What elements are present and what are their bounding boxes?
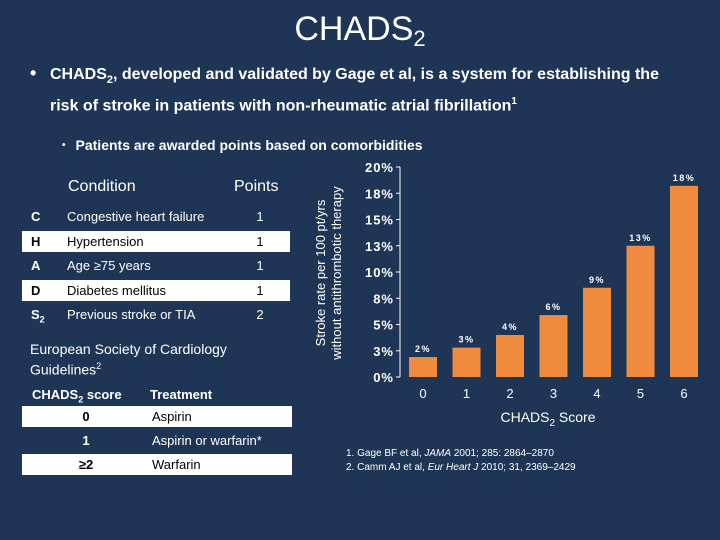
- row-letter: C: [31, 209, 41, 224]
- y-tick-label: 3%: [373, 344, 394, 359]
- bar-value-label: 2%: [415, 344, 431, 354]
- table-row: C Congestive heart failure 1: [22, 206, 290, 227]
- y-tick-label: 15%: [365, 213, 394, 228]
- y-tick-label: 18%: [365, 186, 394, 201]
- esc-guidelines-heading: European Society of Cardiology Guideline…: [30, 341, 227, 378]
- row-score: 0: [82, 409, 90, 424]
- row-treatment: Aspirin or warfarin*: [152, 433, 262, 448]
- x-tick-label: 4: [593, 386, 600, 401]
- y-tick-label: 20%: [365, 160, 394, 175]
- row-letter: D: [31, 282, 41, 298]
- row-treatment: Warfarin: [152, 457, 201, 472]
- y-tick-label: 13%: [365, 239, 394, 254]
- row-score: ≥2: [78, 457, 94, 472]
- row-score: 1: [82, 433, 90, 448]
- row-condition: Hypertension: [67, 233, 144, 249]
- y-tick-label: 8%: [373, 291, 394, 306]
- sub-bullet-points: • Patients are awarded points based on co…: [62, 137, 423, 153]
- treatment-table: CHADS2 score Treatment 0 Aspirin 1 Aspir…: [22, 384, 292, 478]
- y-axis-label-line2: without antithrombotic therapy: [329, 186, 344, 361]
- row-condition: Age ≥75 years: [67, 258, 151, 273]
- x-tick-label: 0: [419, 386, 426, 401]
- bar-value-label: 3%: [458, 335, 474, 345]
- x-tick-label: 5: [637, 386, 644, 401]
- x-tick-label: 6: [680, 386, 687, 401]
- x-axis-label: CHADS2 Score: [500, 409, 595, 429]
- bar: [583, 287, 611, 377]
- bar: [539, 315, 568, 377]
- x-tick-label: 1: [463, 386, 470, 401]
- row-condition: Previous stroke or TIA: [67, 307, 196, 322]
- bar-value-label: 4%: [502, 322, 518, 332]
- bar-value-label: 18%: [673, 173, 696, 183]
- table-row: S2 Previous stroke or TIA 2: [22, 304, 290, 325]
- row-points: 1: [256, 209, 264, 224]
- y-tick-label: 5%: [373, 318, 394, 333]
- y-tick-label: 0%: [373, 370, 394, 385]
- reference-1: 1. Gage BF et al, JAMA 2001; 285: 2864–2…: [346, 448, 554, 459]
- x-tick-label: 3: [550, 386, 557, 401]
- bullet-dot: •: [30, 63, 37, 83]
- row-points: 1: [256, 258, 264, 273]
- x-tick-label: 2: [506, 386, 513, 401]
- bullet-text: CHADS2, developed and validated by Gage …: [50, 66, 659, 115]
- table-row: H Hypertension 1: [22, 230, 290, 252]
- bar-value-label: 6%: [545, 302, 561, 312]
- row-treatment: Aspirin: [152, 409, 192, 424]
- bar: [452, 347, 481, 377]
- y-axis-label-line1: Stroke rate per 100 pt/yrs: [313, 199, 328, 346]
- stroke-rate-bar-chart: 0% 3% 5% 8% 10% 13% 15% 18% 20% 2% 0 3% 1 4% 2 6% 3 9% 4 13…: [313, 160, 698, 429]
- reference-2: 2. Camm AJ et al, Eur Heart J 2010; 31, …: [346, 462, 576, 473]
- bar: [409, 357, 437, 377]
- condition-table: Condition Points C Congestive heart fail…: [22, 168, 290, 329]
- table-row: 0 Aspirin: [22, 406, 292, 427]
- row-letter: H: [31, 233, 41, 249]
- y-tick-label: 10%: [365, 265, 394, 280]
- header-score: CHADS2 score: [32, 387, 122, 405]
- row-condition: Diabetes mellitus: [67, 282, 166, 298]
- header-points: Points: [234, 178, 279, 195]
- condition-table-header: Condition Points: [22, 168, 290, 206]
- row-condition: Congestive heart failure: [67, 209, 205, 224]
- bar-value-label: 9%: [589, 275, 605, 285]
- bar: [670, 185, 698, 377]
- sub-bullet-text: Patients are awarded points based on com…: [75, 137, 423, 153]
- table-row: ≥2 Warfarin: [22, 454, 292, 475]
- row-letter: A: [31, 258, 41, 273]
- row-points: 1: [256, 282, 264, 298]
- header-treatment: Treatment: [150, 387, 213, 402]
- references: 1. Gage BF et al, JAMA 2001; 285: 2864–2…: [346, 447, 576, 475]
- bar: [626, 245, 655, 377]
- bar: [496, 335, 524, 377]
- table-row: 1 Aspirin or warfarin*: [22, 430, 292, 451]
- table-row: A Age ≥75 years 1: [22, 255, 290, 276]
- table-row: D Diabetes mellitus 1: [22, 279, 290, 301]
- row-points: 1: [256, 233, 264, 249]
- sub-bullet-dot: •: [62, 140, 66, 151]
- treatment-table-header: CHADS2 score Treatment: [22, 384, 292, 406]
- row-points: 2: [256, 307, 264, 322]
- bar-value-label: 13%: [629, 233, 652, 243]
- header-condition: Condition: [68, 178, 136, 195]
- slide-title: CHADS2: [294, 10, 426, 51]
- row-letter: S2: [31, 307, 45, 325]
